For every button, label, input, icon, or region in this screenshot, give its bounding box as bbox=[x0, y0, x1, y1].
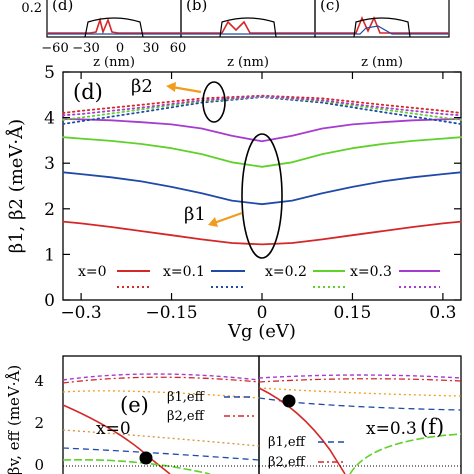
top-panel-2-curves bbox=[181, 17, 315, 38]
series-beta2-x01 bbox=[62, 96, 462, 125]
top-xtick: −30 bbox=[72, 41, 99, 56]
panel-label: (d) bbox=[73, 80, 103, 104]
panel-e-legend-beta2: β2,eff bbox=[167, 409, 206, 424]
bottom-ytick: 2 bbox=[34, 414, 44, 432]
beta1-annotation: β1 bbox=[184, 204, 206, 225]
bottom-ylabel: βv, eff (meV·Å) bbox=[5, 365, 23, 474]
ytick-labels: 0 1 2 3 4 5 bbox=[44, 63, 55, 311]
panel-f-frame bbox=[258, 355, 462, 474]
tick-marks bbox=[63, 71, 461, 301]
x-tick-label: −0.15 bbox=[145, 303, 197, 323]
y-axis-label: β1, β2 (meV·Å) bbox=[5, 119, 27, 253]
beta1-ellipse bbox=[241, 133, 283, 259]
x-tick-label: 0.15 bbox=[334, 303, 372, 323]
series-beta1-x02 bbox=[62, 136, 462, 168]
top-ytick: 0.2 bbox=[21, 1, 42, 16]
y-tick-label: 1 bbox=[44, 245, 55, 265]
bottom-strip: βv, eff (meV·Å) 4 2 0 (e) x=0 β1,eff β2,… bbox=[5, 355, 462, 474]
panel-e-xvalue: x=0 bbox=[96, 419, 131, 439]
y-tick-label: 0 bbox=[44, 291, 55, 311]
panel-e-curves bbox=[62, 373, 260, 474]
top-panel-3-frame bbox=[314, 0, 450, 38]
panel-f-legend: β1,eff β2,eff bbox=[268, 435, 345, 470]
series-layer bbox=[62, 94, 462, 246]
top-xticks: −60 −30 0 30 60 bbox=[41, 41, 186, 56]
y-tick-label: 2 bbox=[44, 200, 55, 220]
panel-f-legend-beta2: β2,eff bbox=[268, 455, 307, 470]
top-xtick: 0 bbox=[116, 41, 124, 56]
main-chart: 0 1 2 3 4 5 −0.3 −0.15 0 0.15 0.3 (d) Vg (eV) β1,… bbox=[5, 63, 462, 342]
top-panel-2-label: (b) bbox=[186, 0, 207, 14]
top-xtick: 60 bbox=[170, 41, 187, 56]
legend-label-x0: x=0 bbox=[78, 264, 107, 280]
top-xlabel-3: z (nm) bbox=[361, 55, 403, 70]
x-tick-label: 0.3 bbox=[429, 303, 456, 323]
panel-e-label: (e) bbox=[120, 393, 149, 417]
beta2-arrow bbox=[166, 82, 202, 94]
panel-f-crossing-marker bbox=[282, 394, 296, 408]
x-axis-label: Vg (eV) bbox=[227, 321, 296, 342]
y-tick-label: 4 bbox=[44, 109, 55, 129]
series-beta2-x02 bbox=[62, 95, 462, 121]
x-tick-label: 0 bbox=[257, 303, 268, 323]
beta2-ellipse bbox=[202, 81, 226, 123]
series-beta2-x03 bbox=[62, 95, 462, 117]
top-panel-3-curves bbox=[315, 15, 449, 38]
top-xlabel-2: z (nm) bbox=[227, 55, 269, 70]
panel-e-crossing-marker bbox=[139, 451, 153, 465]
panel-f-label: (f) bbox=[420, 415, 444, 439]
series-beta1-x0 bbox=[62, 220, 462, 246]
top-panel-1-label: (d) bbox=[52, 0, 73, 14]
panel-e-legend: β1,eff β2,eff bbox=[167, 390, 254, 424]
beta2-annotation: β2 bbox=[131, 76, 153, 97]
panel-f-legend-beta1: β1,eff bbox=[268, 435, 307, 450]
panel-f-xvalue: x=0.3 bbox=[366, 419, 417, 439]
top-strip: 0.2 (d) (b) (c) −60 −30 0 30 60 z (nm) z bbox=[21, 0, 450, 70]
top-xtick: −60 bbox=[41, 41, 68, 56]
top-xlabel-1: z (nm) bbox=[93, 55, 135, 70]
legend-label-x03: x=0.3 bbox=[350, 264, 392, 280]
legend-label-x01: x=0.1 bbox=[163, 264, 205, 280]
x-tick-label: −0.3 bbox=[60, 303, 101, 323]
series-beta1-x03 bbox=[62, 118, 462, 143]
top-xtick: 30 bbox=[143, 41, 160, 56]
top-panel-1-curves bbox=[47, 17, 181, 38]
series-beta1-x01 bbox=[62, 171, 462, 206]
xtick-labels: −0.3 −0.15 0 0.15 0.3 bbox=[60, 303, 456, 323]
panel-e-legend-beta1: β1,eff bbox=[167, 390, 206, 405]
y-tick-label: 5 bbox=[44, 63, 55, 83]
legend: x=0 x=0.1 x=0.2 x=0.3 bbox=[78, 264, 440, 288]
top-panel-3-label: (c) bbox=[320, 0, 340, 14]
panel-f-curves bbox=[258, 374, 462, 474]
legend-label-x02: x=0.2 bbox=[265, 264, 307, 280]
bottom-ytick: 0 bbox=[34, 456, 44, 474]
bottom-ytick: 4 bbox=[34, 372, 44, 390]
beta1-arrow bbox=[208, 211, 243, 227]
y-tick-label: 3 bbox=[44, 154, 55, 174]
